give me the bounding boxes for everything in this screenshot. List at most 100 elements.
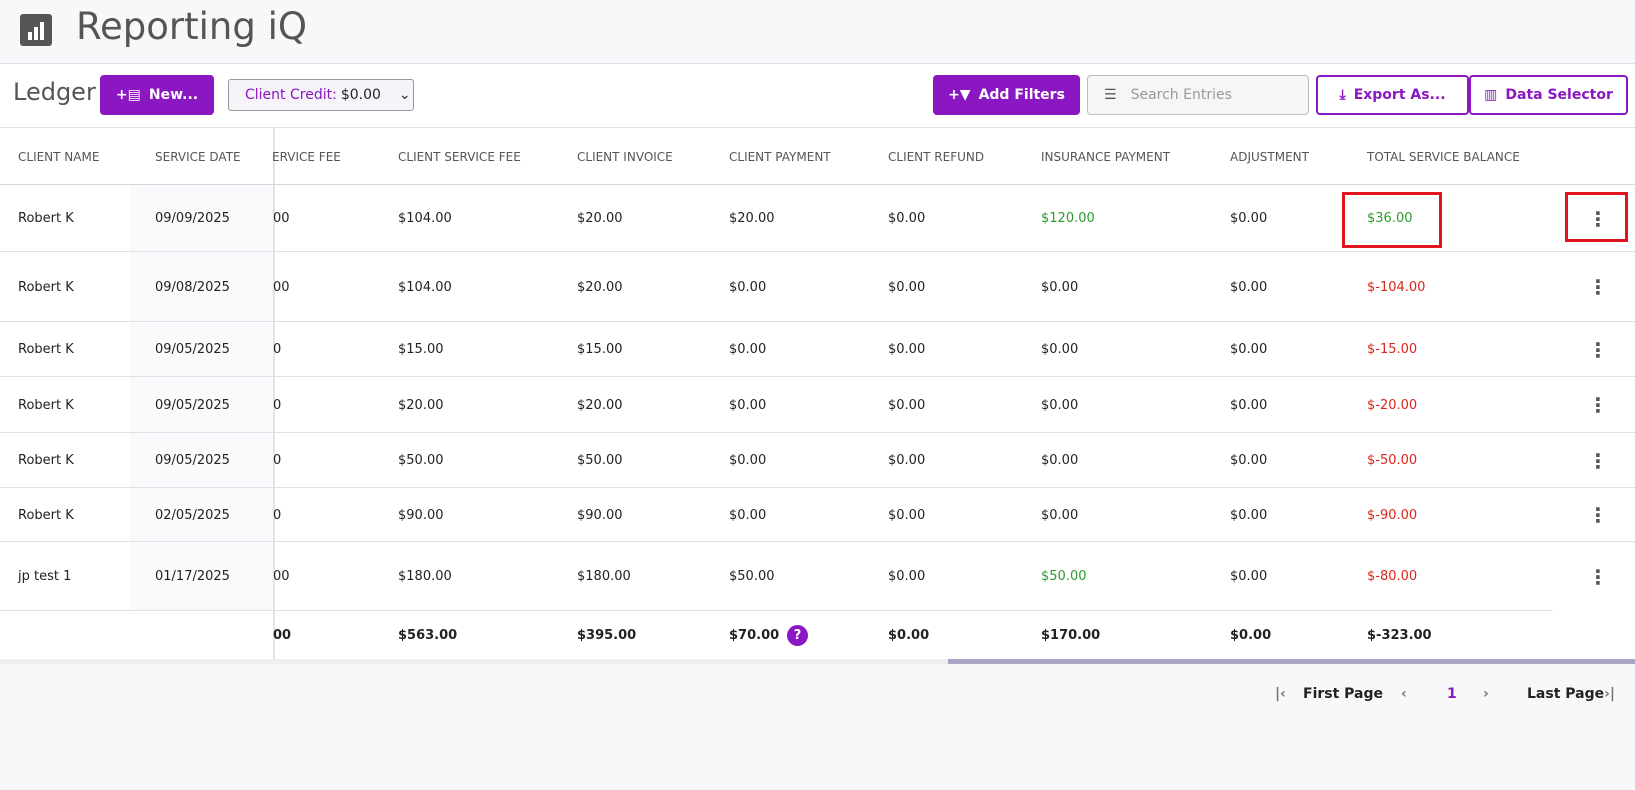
frozen-divider [273,128,275,660]
table-cell: $0.00 [1041,507,1079,523]
row-menu[interactable]: ⋮ [1588,448,1608,473]
table-cell: $0.00 [1041,342,1079,357]
client-credit-dropdown[interactable]: Client Credit: $0.00 ⌄ [228,79,414,111]
first-page[interactable]: First Page [1303,686,1384,702]
table-cell: Robert K [18,507,74,523]
column-header: INSURANCE PAYMENT [1041,149,1171,164]
table-cell: $0.00 [1230,342,1268,357]
table-cell: $0.00 [888,453,926,468]
table-cell: $104.00 [398,211,452,226]
column-header: TOTAL SERVICE BALANCE [1367,149,1520,164]
table-cell: 01/17/2025 [155,569,230,584]
export-label: Export As... [1353,87,1446,103]
row-border [0,487,1635,488]
table-cell: 00 [273,569,290,584]
row-menu[interactable]: ⋮ [1588,275,1608,299]
table-cell: Robert K [18,342,74,357]
table-cell: 09/09/2025 [155,211,230,226]
table-cell: 02/05/2025 [155,507,230,523]
table-cell: Robert K [18,453,74,468]
table-cell: 0 [273,397,282,413]
table-cell: $0.00 [729,279,767,295]
app-icon [20,14,52,46]
table-cell: $0.00 [1041,279,1079,295]
table-cell: $0.00 [888,397,926,413]
table-cell: $20.00 [577,211,623,226]
table-cell: $0.00 [1041,397,1079,413]
table-cell: $20.00 [398,397,444,413]
highlight-box [1565,192,1628,242]
frozen-columns [130,185,274,611]
search-input[interactable]: ☰ Search Entries [1087,75,1309,115]
total-cell: $0.00 [888,628,930,643]
row-menu[interactable]: ⋮ [1588,503,1608,527]
table-cell: $0.00 [888,507,926,523]
client-credit-label: Client Credit: [245,87,337,103]
row-border [0,432,1635,433]
total-cell: $395.00 [577,628,637,643]
table-cell: 0 [273,507,282,523]
row-border [0,541,1635,542]
data-selector-label: Data Selector [1505,87,1613,103]
table-cell: $0.00 [888,211,926,226]
export-button[interactable]: ⤓ Export As... [1316,75,1469,115]
total-cell: $0.00 [1230,628,1272,643]
table-cell: $0.00 [729,342,767,357]
row-menu[interactable]: ⋮ [1588,206,1608,231]
table-cell: 0 [273,342,282,357]
total-cell: $70.00 [729,628,780,643]
row-menu[interactable]: ⋮ [1588,564,1608,589]
table-cell: 0 [273,453,282,468]
table-cell: $0.00 [1230,569,1268,584]
table-cell: 00 [273,279,290,295]
ledger-title: Ledger [13,78,96,106]
table-cell: Robert K [18,397,74,413]
table-cell: Robert K [18,279,74,295]
ledger-table: CLIENT NAME SERVICE DATE ERVICE FEE CLIENT … [0,127,1635,660]
total-cell: 00 [273,628,292,643]
total-cell: $170.00 [1041,628,1101,643]
table-cell: $36.00 [1367,211,1413,226]
search-placeholder: Search Entries [1130,87,1232,103]
help-icon[interactable]: ? [787,625,808,646]
total-cell: $-323.00 [1367,628,1432,643]
column-header: CLIENT PAYMENT [729,149,831,164]
add-filters-button[interactable]: +▼ Add Filters [933,75,1080,115]
table-cell: 09/05/2025 [155,453,230,468]
pagination: |‹ First Page ‹ 1 › Last Page ›| [1275,686,1616,702]
column-header: CLIENT NAME [18,149,100,164]
table-cell: 09/08/2025 [155,279,230,295]
table-cell: $0.00 [888,569,926,584]
scrollbar [0,659,1635,664]
last-page[interactable]: Last Page [1527,686,1605,702]
table-cell: $20.00 [577,279,623,295]
row-border [0,321,1635,322]
new-button[interactable]: +▤ New... [100,75,214,115]
header-border [0,184,1635,185]
data-selector-button[interactable]: ▥ Data Selector [1469,75,1628,115]
table-cell: $104.00 [398,279,452,295]
new-button-label: New... [148,87,199,103]
row-menu[interactable]: ⋮ [1588,337,1608,362]
toolbar: Ledger +▤ New... Client Credit: $0.00 ⌄ +▼ A… [0,64,1635,127]
table-cell: $50.00 [1041,569,1087,584]
table-cell: $-20.00 [1367,397,1418,413]
current-page[interactable]: 1 [1447,686,1457,702]
table-cell: $0.00 [1041,453,1079,468]
table-cell: $50.00 [398,453,444,468]
table-cell: $90.00 [398,507,444,523]
table-cell: $0.00 [729,397,767,413]
table-cell: $20.00 [577,397,623,413]
column-header: CLIENT INVOICE [577,149,673,164]
add-filters-label: Add Filters [978,87,1065,103]
client-credit-value: $0.00 [340,87,381,103]
app-title: Reporting iQ [76,5,308,48]
table-cell: 09/05/2025 [155,397,230,413]
column-header: CLIENT REFUND [888,149,985,164]
table-cell: $0.00 [1230,453,1268,468]
column-header: ADJUSTMENT [1230,149,1309,164]
row-border [0,610,1553,611]
row-menu[interactable]: ⋮ [1588,393,1608,417]
table-cell: $-80.00 [1367,569,1418,584]
